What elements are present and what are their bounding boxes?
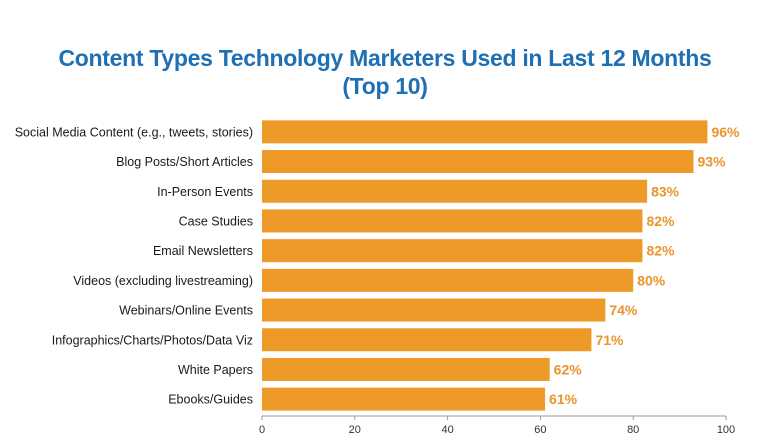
data-label-7: 71%	[595, 332, 624, 348]
data-label-6: 74%	[609, 302, 638, 318]
bar-3	[262, 209, 643, 233]
data-label-9: 61%	[549, 391, 578, 407]
x-tick-label-5: 100	[717, 424, 735, 436]
chart-title: Content Types Technology Marketers Used …	[58, 45, 712, 71]
category-label-9: Ebooks/Guides	[168, 393, 253, 407]
data-label-3: 82%	[646, 213, 675, 229]
bar-1	[262, 150, 694, 174]
x-tick-label-0: 0	[259, 424, 265, 436]
bar-2	[262, 179, 648, 203]
data-label-1: 93%	[698, 154, 727, 170]
bar-0	[262, 120, 708, 144]
bar-8	[262, 357, 550, 381]
bar-6	[262, 298, 606, 322]
category-label-3: Case Studies	[179, 214, 253, 228]
chart-subtitle: (Top 10)	[342, 73, 428, 99]
category-label-4: Email Newsletters	[153, 244, 253, 258]
data-label-0: 96%	[711, 124, 740, 140]
category-label-5: Videos (excluding livestreaming)	[73, 274, 253, 288]
category-label-7: Infographics/Charts/Photos/Data Viz	[52, 333, 253, 347]
category-label-0: Social Media Content (e.g., tweets, stor…	[15, 125, 253, 139]
category-label-6: Webinars/Online Events	[119, 304, 253, 318]
category-label-1: Blog Posts/Short Articles	[116, 155, 253, 169]
x-tick-label-3: 60	[534, 424, 546, 436]
data-label-8: 62%	[554, 361, 583, 377]
category-label-2: In-Person Events	[157, 185, 253, 199]
data-label-5: 80%	[637, 272, 666, 288]
x-tick-label-2: 40	[441, 424, 453, 436]
bar-7	[262, 328, 592, 352]
data-label-4: 82%	[646, 243, 675, 259]
bar-9	[262, 387, 546, 411]
x-tick-label-1: 20	[349, 424, 361, 436]
data-label-2: 83%	[651, 183, 680, 199]
category-label-8: White Papers	[178, 363, 253, 377]
bar-4	[262, 239, 643, 263]
x-tick-label-4: 80	[627, 424, 639, 436]
bar-5	[262, 268, 634, 292]
